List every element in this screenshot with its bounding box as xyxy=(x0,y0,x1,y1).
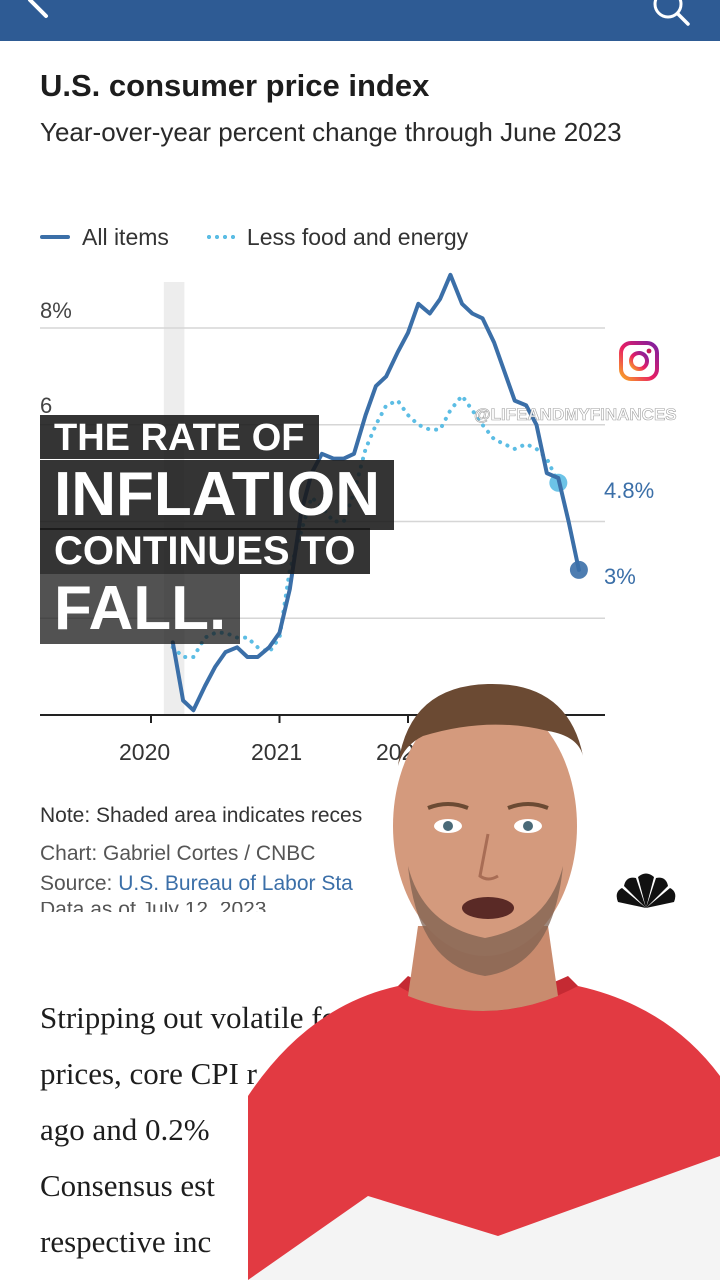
caption-line-3: CONTINUES TO xyxy=(40,528,370,574)
top-nav-bar xyxy=(0,0,720,41)
creator-watermark: @LIFEANDMYFINANCES xyxy=(474,405,677,425)
caption-line-2: INFLATION xyxy=(40,460,395,530)
end-label-all-items: 3% xyxy=(604,564,636,589)
end-label-core: 4.8% xyxy=(604,478,655,503)
chart-credit: Chart: Gabriel Cortes / CNBC xyxy=(40,842,316,865)
source-link[interactable]: U.S. Bureau of Labor Sta xyxy=(118,872,353,895)
search-icon[interactable] xyxy=(648,0,692,30)
y-tick-label: 8% xyxy=(40,298,72,323)
body-line: ago and 0.2% xyxy=(40,1112,210,1147)
body-line: respective inc xyxy=(40,1224,212,1259)
endpoint-marker-all-items xyxy=(569,560,588,579)
source-label: Source: xyxy=(40,872,113,895)
chart-title: U.S. consumer price index xyxy=(40,68,430,103)
x-tick-label: 2021 xyxy=(251,739,303,765)
legend-swatch-dotted xyxy=(204,235,235,239)
x-tick-label: 2020 xyxy=(119,739,171,765)
caption-line-4: FALL. xyxy=(40,574,241,644)
legend-item-core: Less food and energy xyxy=(204,223,469,251)
body-line: Consensus est xyxy=(40,1168,215,1203)
legend-swatch-solid xyxy=(40,235,70,239)
chart-subtitle: Year-over-year percent change through Ju… xyxy=(40,117,622,147)
body-line: Stripping out volatile fo xyxy=(40,1000,338,1035)
legend-label: Less food and energy xyxy=(246,223,469,250)
instagram-icon xyxy=(619,341,659,381)
legend-label: All items xyxy=(82,223,169,250)
chart-source: Source: U.S. Bureau of Labor Sta xyxy=(40,872,353,896)
data-date: Data as of July 12, 2023 xyxy=(40,902,266,912)
back-arrow-icon[interactable] xyxy=(18,0,52,28)
chart-legend: All items Less food and energy xyxy=(40,220,504,254)
presenter-video-overlay xyxy=(248,683,720,1280)
series-line-all-items xyxy=(170,272,581,713)
y-tick-label: 6 xyxy=(40,393,53,418)
body-line: prices, core CPI r xyxy=(40,1056,257,1091)
article-body: Stripping out volatile fo prices, core C… xyxy=(40,990,720,1270)
caption-line-1: THE RATE OF xyxy=(40,415,319,459)
chart-note: Note: Shaded area indicates reces xyxy=(40,804,363,827)
nbc-peacock-icon xyxy=(616,873,676,908)
legend-item-all-items: All items xyxy=(40,224,169,251)
